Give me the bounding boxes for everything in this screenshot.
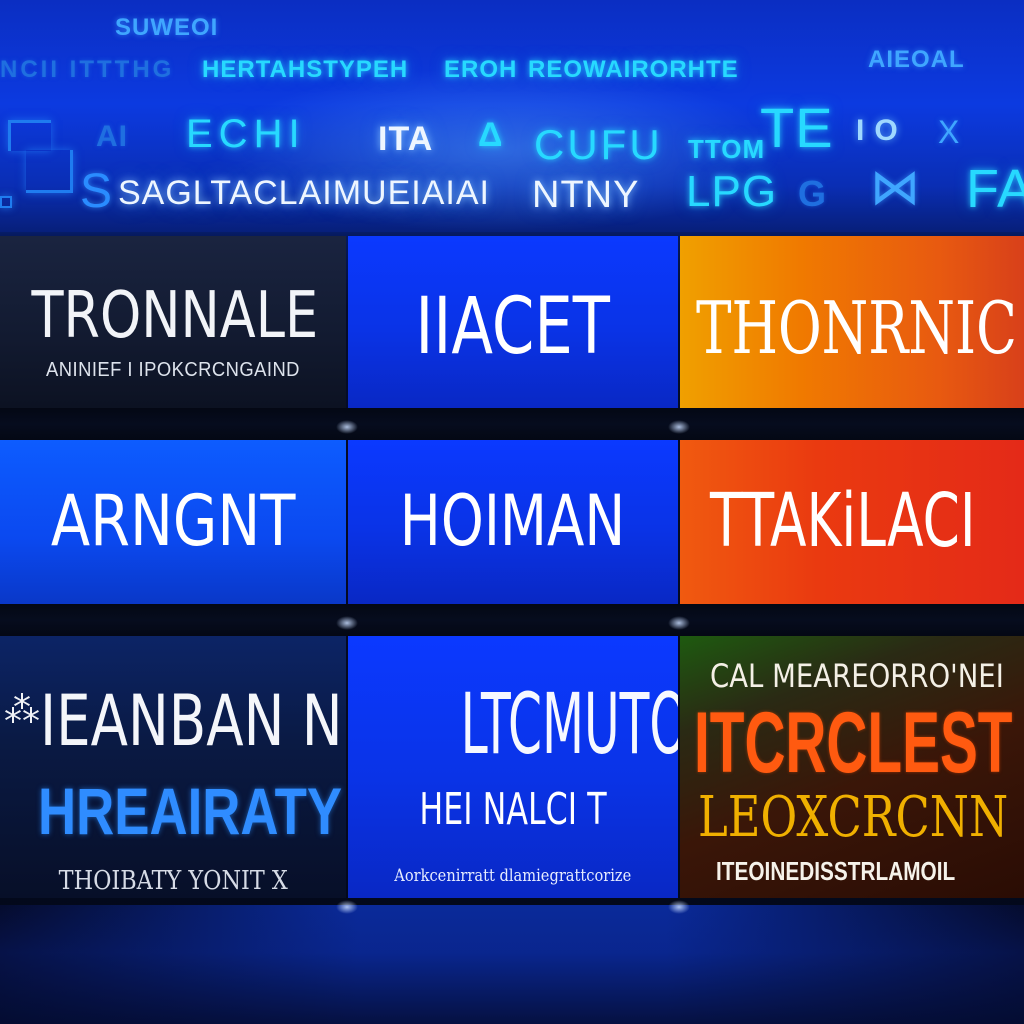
- header-word-3c: ITA: [378, 120, 434, 158]
- glint-2: [668, 420, 690, 434]
- header-word-2e: AIEOAL: [868, 46, 965, 73]
- header-word-4c-g: G: [798, 173, 828, 214]
- tile-r3c3-subtitle: LEOXCRCNN: [698, 785, 1009, 850]
- row-gap-2: [0, 604, 1024, 636]
- m-glyph-icon: ⋈: [870, 159, 921, 215]
- decorative-frame-left-2: [26, 150, 73, 193]
- header-band: SUWEOI NCII ITTTHG HERTAHSTYPEH EROH REO…: [0, 0, 1024, 232]
- tile-r3c1-highlight: HREAIRATY: [38, 774, 343, 848]
- header-word-2c: EROH: [444, 56, 518, 83]
- tile-r2c2: HOIMAN: [348, 440, 678, 604]
- header-word-2b: HERTAHSTYPEH: [202, 56, 409, 83]
- tile-r3c2-footer: Aorkcenirratt dlamiegrattcorize: [394, 866, 632, 886]
- tile-r3c2-title: LTCMUTORIU: [460, 675, 678, 773]
- tile-r2c1-title: ARNGNT: [50, 480, 296, 562]
- tile-r3c3-topline: CAL MEAREORRO'NEI: [710, 657, 1004, 695]
- header-word-3d: CUFU: [534, 121, 663, 168]
- glint-6: [668, 900, 690, 914]
- header-word-3a: AI: [96, 120, 128, 153]
- header-word-3g: IO: [856, 114, 908, 147]
- decorative-frame-mid: [0, 196, 12, 208]
- tile-r2c3: TTAKiLACI: [680, 440, 1024, 604]
- header-word-2a: NCII ITTTHG: [0, 56, 175, 83]
- glint-4: [668, 616, 690, 630]
- decorative-frame-left: [8, 120, 51, 151]
- tile-r2c3-title: TTAKiLACI: [710, 478, 976, 564]
- tile-r2c1: ARNGNT: [0, 440, 346, 604]
- delta-icon: Δ: [478, 116, 504, 154]
- tile-r1c2: IIACET: [348, 236, 678, 408]
- glint-3: [336, 616, 358, 630]
- tile-r3c1: ⁂ IEANBAN N HREAIRATY THOIBATY YONIT X: [0, 636, 346, 898]
- tile-r1c3: THONRNIC: [680, 236, 1024, 408]
- header-word-3h: X: [938, 114, 961, 150]
- row-gap-1: [0, 408, 1024, 440]
- tile-r3c2-subtitle: HEI NALCI T: [419, 784, 607, 835]
- tile-r3c1-footer: THOIBATY YONIT X: [58, 866, 288, 896]
- tile-r1c1: TRONNALE ANINIEF I IPOKCRCNGAIND: [0, 236, 346, 408]
- header-word-4d: FA: [966, 159, 1024, 219]
- floor-reflection: [0, 905, 1024, 1024]
- header-word-4b: NTNY: [532, 174, 640, 216]
- tile-r1c1-subtitle: ANINIEF I IPOKCRCNGAIND: [46, 359, 300, 381]
- header-word-3f: TE: [760, 96, 834, 159]
- tile-r1c3-title: THONRNIC: [696, 286, 1017, 370]
- header-word-3b: ECHI: [186, 112, 306, 156]
- tile-r2c2-title: HOIMAN: [400, 480, 626, 562]
- tile-r1c1-title: TRONNALE: [31, 279, 319, 353]
- tile-r3c3-footer: ITEOINEDISSTRLAMOIL: [716, 856, 956, 886]
- header-word-4a: SAGLTACLAIMUEIAIAI: [118, 174, 490, 212]
- tile-r3c1-emblem-icon: ⁂: [4, 689, 40, 730]
- tile-r3c1-title: IEANBAN N: [40, 680, 343, 762]
- tile-r3c3: CAL MEAREORRO'NEI ITCRCLEST LEOXCRCNN IT…: [680, 636, 1024, 898]
- header-word-1: SUWEOI: [115, 14, 219, 41]
- header-word-2d: REOWAIRORHTE: [528, 56, 739, 83]
- header-word-4a-s: S: [80, 165, 114, 218]
- glint-1: [336, 420, 358, 434]
- tile-r3c2: LTCMUTORIU HEI NALCI T Aorkcenirratt dla…: [348, 636, 678, 898]
- tile-r1c2-title: IIACET: [415, 282, 611, 372]
- glint-5: [336, 900, 358, 914]
- header-word-3e: TTOM: [688, 134, 766, 164]
- header-word-4c: LPG: [686, 167, 778, 216]
- tile-r3c3-title: ITCRCLEST: [694, 695, 1013, 791]
